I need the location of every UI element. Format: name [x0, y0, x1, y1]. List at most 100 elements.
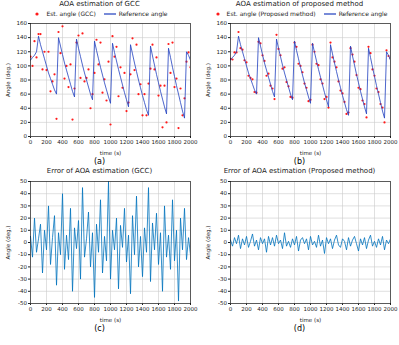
svg-text:1000: 1000: [304, 139, 318, 145]
svg-text:140: 140: [217, 34, 228, 40]
svg-text:800: 800: [289, 306, 300, 312]
svg-text:40: 40: [20, 190, 27, 196]
svg-text:50: 50: [220, 178, 227, 184]
svg-text:1800: 1800: [368, 139, 382, 145]
svg-text:-20: -20: [18, 264, 27, 270]
svg-text:600: 600: [73, 139, 84, 145]
svg-text:200: 200: [241, 139, 252, 145]
svg-text:1200: 1200: [320, 306, 334, 312]
svg-text:0: 0: [224, 239, 228, 245]
svg-text:2000: 2000: [184, 139, 198, 145]
svg-text:-20: -20: [218, 264, 227, 270]
svg-text:800: 800: [289, 139, 300, 145]
svg-text:0: 0: [29, 306, 33, 312]
html-text:(c): (c): [94, 324, 105, 333]
svg-text:200: 200: [241, 306, 252, 312]
svg-text:1000: 1000: [104, 139, 118, 145]
svg-text:400: 400: [57, 306, 68, 312]
html-text:(d): (d): [293, 324, 306, 333]
svg-text:60: 60: [220, 91, 227, 97]
svg-text:1000: 1000: [104, 306, 118, 312]
svg-text:200: 200: [41, 139, 52, 145]
svg-text:-10: -10: [218, 251, 227, 257]
html-text:Error of AOA estimation (Propo: Error of AOA estimation (Proposed method…: [223, 167, 376, 175]
svg-text:2000: 2000: [184, 306, 198, 312]
svg-text:-40: -40: [18, 288, 27, 294]
svg-text:160: 160: [17, 20, 28, 26]
svg-text:1800: 1800: [368, 306, 382, 312]
svg-text:1800: 1800: [168, 306, 182, 312]
svg-text:1400: 1400: [136, 139, 150, 145]
svg-text:140: 140: [17, 34, 28, 40]
svg-text:0: 0: [229, 306, 233, 312]
svg-text:800: 800: [89, 306, 100, 312]
svg-text:2000: 2000: [384, 139, 398, 145]
svg-text:200: 200: [41, 306, 52, 312]
svg-text:0: 0: [24, 239, 28, 245]
svg-text:80: 80: [20, 77, 27, 83]
svg-text:-30: -30: [18, 276, 27, 282]
svg-text:30: 30: [220, 203, 227, 209]
svg-text:100: 100: [217, 63, 228, 69]
svg-text:80: 80: [220, 77, 227, 83]
svg-text:50: 50: [20, 178, 27, 184]
html-text:AOA estimation of proposed met: AOA estimation of proposed method: [235, 0, 364, 8]
svg-text:2000: 2000: [384, 306, 398, 312]
svg-text:1600: 1600: [352, 139, 366, 145]
svg-text:-40: -40: [218, 288, 227, 294]
svg-text:0: 0: [224, 133, 228, 139]
svg-text:0: 0: [229, 139, 233, 145]
svg-text:1000: 1000: [304, 306, 318, 312]
svg-text:Angle (deg.): Angle (deg.): [5, 63, 12, 97]
svg-text:-50: -50: [218, 300, 227, 306]
svg-text:600: 600: [273, 306, 284, 312]
svg-text:-50: -50: [18, 300, 27, 306]
svg-text:1400: 1400: [336, 139, 350, 145]
svg-text:100: 100: [17, 63, 28, 69]
html-text:(a): (a): [93, 157, 106, 166]
svg-text:-30: -30: [218, 276, 227, 282]
svg-text:1200: 1200: [120, 306, 134, 312]
svg-text:1400: 1400: [136, 306, 150, 312]
html-text:(b): (b): [293, 157, 306, 166]
svg-text:-10: -10: [18, 251, 27, 257]
svg-text:Angle (deg.): Angle (deg.): [205, 63, 212, 97]
svg-text:20: 20: [220, 119, 227, 125]
svg-text:0: 0: [29, 139, 33, 145]
svg-text:160: 160: [217, 20, 228, 26]
svg-text:400: 400: [257, 139, 268, 145]
svg-text:60: 60: [20, 91, 27, 97]
svg-text:time (s): time (s): [100, 317, 121, 323]
svg-text:400: 400: [257, 306, 268, 312]
svg-text:1400: 1400: [336, 306, 350, 312]
svg-text:600: 600: [73, 306, 84, 312]
svg-text:10: 10: [20, 227, 27, 233]
svg-text:time (s): time (s): [100, 150, 121, 156]
svg-text:40: 40: [220, 105, 227, 111]
svg-text:40: 40: [220, 190, 227, 196]
svg-text:20: 20: [220, 215, 227, 221]
svg-text:0: 0: [24, 133, 28, 139]
svg-text:time (s): time (s): [300, 150, 321, 156]
svg-text:Angle (deg.): Angle (deg.): [205, 226, 212, 260]
svg-text:1600: 1600: [152, 139, 166, 145]
svg-text:20: 20: [20, 119, 27, 125]
svg-text:400: 400: [57, 139, 68, 145]
svg-text:1800: 1800: [168, 139, 182, 145]
svg-text:600: 600: [273, 139, 284, 145]
svg-text:time (s): time (s): [300, 317, 321, 323]
html-text:Error of AOA estimation (GCC): Error of AOA estimation (GCC): [46, 167, 153, 175]
html-text:AOA estimation of GCC: AOA estimation of GCC: [59, 0, 140, 8]
svg-text:30: 30: [20, 203, 27, 209]
svg-text:1600: 1600: [352, 306, 366, 312]
svg-text:1200: 1200: [320, 139, 334, 145]
svg-text:Angle (deg.): Angle (deg.): [5, 226, 12, 260]
svg-text:1600: 1600: [152, 306, 166, 312]
svg-text:800: 800: [89, 139, 100, 145]
svg-text:1200: 1200: [120, 139, 134, 145]
svg-text:10: 10: [220, 227, 227, 233]
svg-text:20: 20: [20, 215, 27, 221]
svg-text:40: 40: [20, 105, 27, 111]
svg-text:120: 120: [17, 49, 28, 55]
svg-text:120: 120: [217, 49, 228, 55]
